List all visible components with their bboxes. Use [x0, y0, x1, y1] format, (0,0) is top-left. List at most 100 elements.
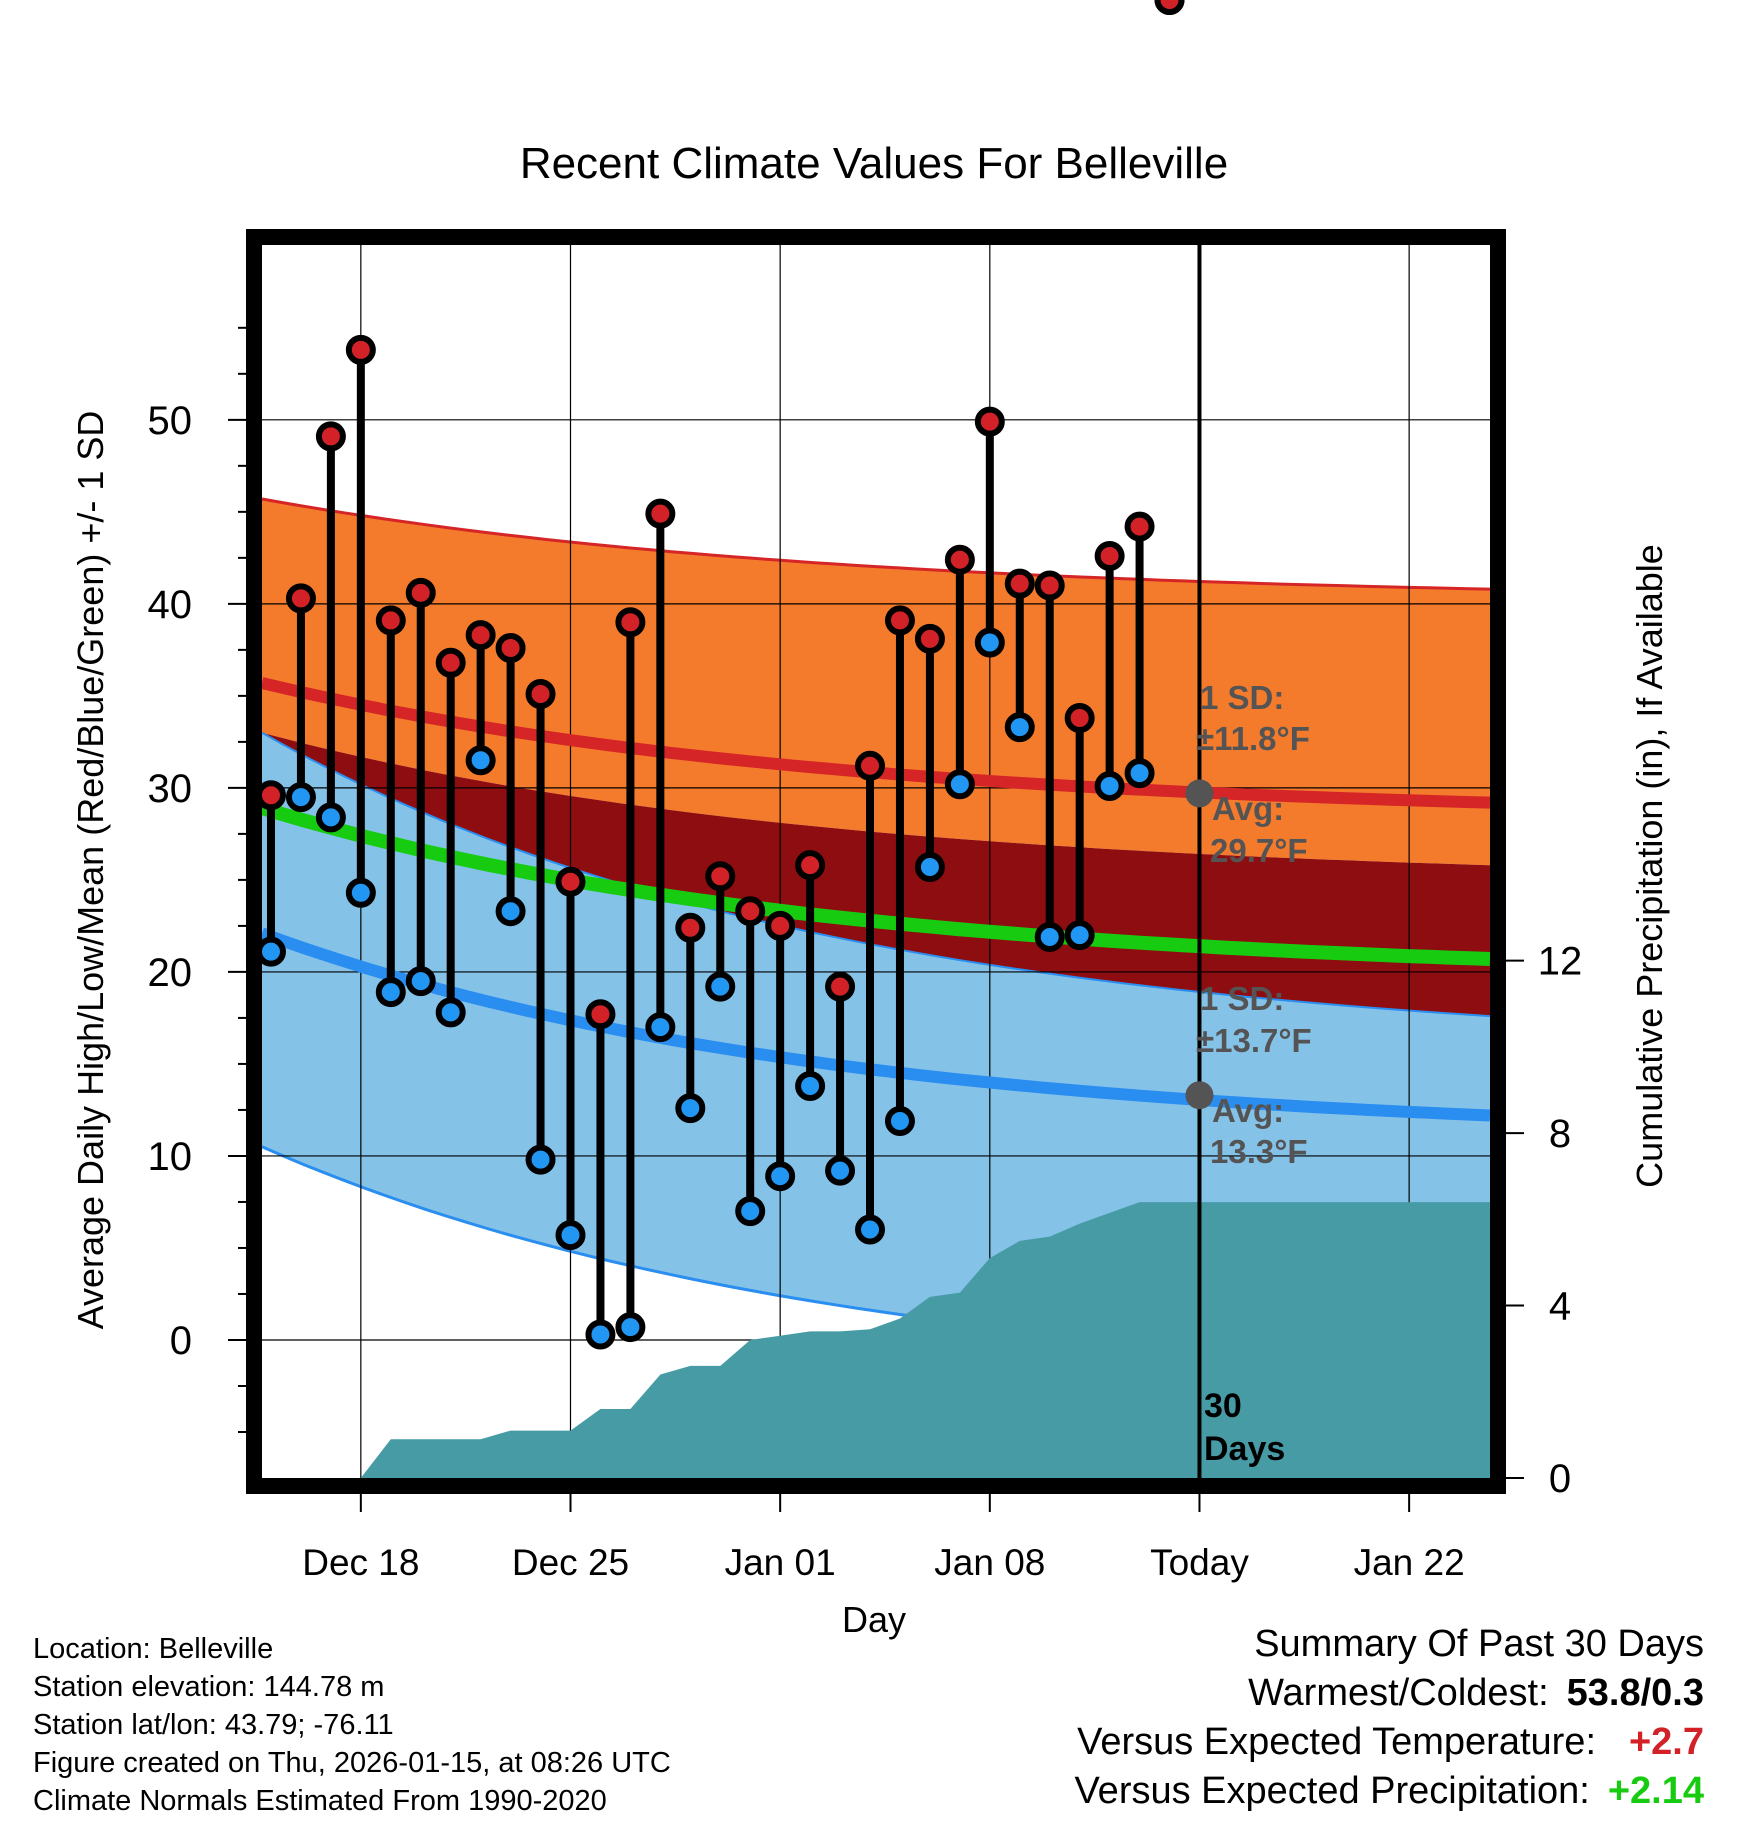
daily-high-point — [435, 647, 466, 678]
daily-high-point — [855, 750, 886, 781]
axes-layer: 0 10 20 30 40 50 0 4 8 12 Dec 18 Dec 25 Jan 01 Jan 08… — [148, 326, 1583, 1583]
y2-axis-label: Cumulative Precipitation (in), If Availa… — [1629, 544, 1670, 1188]
daily-low-point — [974, 627, 1005, 658]
window-days-value: 30 — [1204, 1387, 1242, 1425]
daily-high-point — [1004, 568, 1035, 599]
y-tick-label: 10 — [148, 1135, 193, 1179]
precip-vs-expected-value: +2.14 — [1607, 1770, 1704, 1812]
y2-tick-label: 8 — [1549, 1112, 1571, 1156]
created-text: Figure created on Thu, 2026-01-15, at 08… — [33, 1747, 671, 1779]
daily-high-point — [1124, 511, 1155, 542]
station-info: Location: Belleville Station elevation: … — [33, 1630, 671, 1820]
chart-title: Recent Climate Values For Belleville — [520, 139, 1228, 188]
high-sd-band — [262, 499, 1490, 866]
summary-precipitation: Versus Expected Precipitation: +2.14 — [1074, 1767, 1704, 1816]
daily-low-point — [285, 782, 316, 813]
normal-mean-line — [260, 801, 1491, 966]
daily-high-point — [914, 623, 945, 654]
daily-low-point — [735, 1196, 766, 1227]
daily-high-point — [645, 498, 676, 529]
window-days-unit: Days — [1204, 1430, 1285, 1468]
daily-high-point — [465, 620, 496, 651]
today-normal-high-marker — [1185, 779, 1214, 808]
low-avg-label: Avg: — [1212, 1092, 1284, 1129]
low-sd-label: 1 SD: — [1200, 980, 1284, 1017]
daily-high-point — [345, 334, 376, 365]
precip-layer — [360, 1202, 1490, 1478]
y-tick-label: 20 — [148, 951, 193, 995]
x-tick-label: Dec 25 — [512, 1542, 629, 1583]
temp-vs-expected-label: Versus Expected Temperature: — [1077, 1721, 1596, 1763]
daily-low-point — [405, 966, 436, 997]
y-tick-label: 30 — [148, 767, 193, 811]
daily-low-point — [705, 971, 736, 1002]
high-avg-label: Avg: — [1212, 790, 1284, 827]
daily-high-point — [825, 971, 856, 1002]
today-layer — [1185, 245, 1214, 1478]
daily-high-point — [1034, 570, 1065, 601]
daily-low-point — [435, 997, 466, 1028]
daily-low-point — [525, 1144, 556, 1175]
y2-tick-label: 4 — [1549, 1285, 1571, 1329]
warmest-coldest-value: 53.8/0.3 — [1566, 1672, 1704, 1714]
y-tick-label: 40 — [148, 583, 193, 627]
high-sd-label: 1 SD: — [1200, 679, 1284, 716]
daily-low-point — [555, 1220, 586, 1251]
x-tick-label: Jan 01 — [725, 1542, 836, 1583]
x-tick-label: Dec 18 — [302, 1542, 419, 1583]
low-avg-value: 13.3°F — [1210, 1133, 1308, 1170]
y-tick-label: 0 — [170, 1319, 192, 1363]
normals-text: Climate Normals Estimated From 1990-2020 — [33, 1785, 607, 1817]
high-band-upper-edge — [261, 497, 1491, 591]
summary-warmest-coldest: Warmest/Coldest: 53.8/0.3 — [1074, 1669, 1704, 1718]
daily-low-point — [315, 802, 346, 833]
annotations-layer: 1 SD: ±11.8°F Avg: 29.7°F 1 SD: ±13.7°F … — [1196, 679, 1312, 1468]
daily-low-point — [345, 877, 376, 908]
daily-high-point — [884, 605, 915, 636]
x-tick-label: Today — [1150, 1542, 1249, 1583]
summary-temperature: Versus Expected Temperature: +2.7 — [1074, 1718, 1704, 1767]
daily-low-point — [465, 745, 496, 776]
daily-low-point — [615, 1312, 646, 1343]
elevation-text: Station elevation: 144.78 m — [33, 1671, 385, 1703]
summary-panel: Summary Of Past 30 Days Warmest/Coldest:… — [1074, 1620, 1704, 1816]
daily-low-point — [825, 1155, 856, 1186]
daily-low-point — [884, 1105, 915, 1136]
daily-low-point — [675, 1093, 706, 1124]
today-normal-low-marker — [1185, 1081, 1214, 1110]
daily-low-point — [795, 1071, 826, 1102]
daily-high-point — [944, 544, 975, 575]
observations-layer — [255, 0, 1185, 1350]
precip-vs-expected-label: Versus Expected Precipitation: — [1074, 1770, 1590, 1812]
daily-high-point — [1064, 702, 1095, 733]
daily-high-point — [375, 605, 406, 636]
daily-low-point — [375, 977, 406, 1008]
daily-high-point — [974, 406, 1005, 437]
daily-low-point — [1064, 920, 1095, 951]
y2-tick-label: 12 — [1538, 940, 1583, 984]
daily-high-point — [705, 861, 736, 892]
temp-vs-expected-value: +2.7 — [1628, 1721, 1704, 1763]
daily-low-point — [1094, 771, 1125, 802]
y2-tick-label: 0 — [1549, 1457, 1571, 1501]
daily-high-point — [285, 583, 316, 614]
plot-frame — [246, 229, 1506, 1494]
latlon-text: Station lat/lon: 43.79; -76.11 — [33, 1709, 394, 1741]
low-band-upper-edge — [261, 731, 1491, 1018]
x-tick-label: Jan 08 — [934, 1542, 1045, 1583]
daily-high-point — [315, 421, 346, 452]
daily-low-point — [1004, 712, 1035, 743]
daily-high-point — [555, 866, 586, 897]
daily-low-point — [645, 1012, 676, 1043]
x-axis-label: Day — [842, 1599, 906, 1640]
daily-low-point — [585, 1319, 616, 1350]
daily-low-point — [855, 1214, 886, 1245]
warmest-coldest-label: Warmest/Coldest: — [1248, 1672, 1549, 1714]
frame-layer — [246, 229, 1506, 1494]
normal-low-line — [259, 927, 1491, 1122]
daily-low-point — [1124, 758, 1155, 789]
daily-high-point — [405, 577, 436, 608]
daily-high-point — [1094, 541, 1125, 572]
daily-low-point — [914, 852, 945, 883]
daily-high-point — [255, 780, 286, 811]
